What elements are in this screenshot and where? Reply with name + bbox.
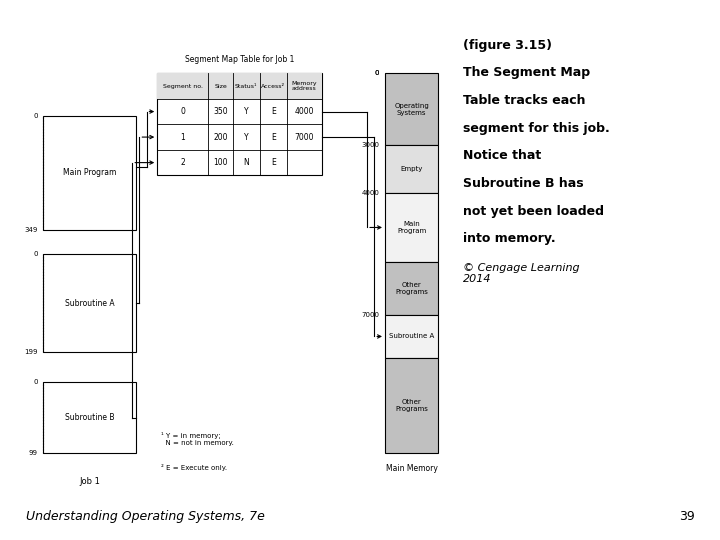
Text: 3000: 3000 <box>361 142 379 148</box>
Text: Subroutine A: Subroutine A <box>389 334 434 340</box>
Text: Empty: Empty <box>400 166 423 172</box>
Text: 0: 0 <box>33 113 37 119</box>
Text: 4000: 4000 <box>361 190 379 196</box>
Text: not yet been loaded: not yet been loaded <box>463 205 604 218</box>
Text: 39: 39 <box>679 510 695 523</box>
Text: 100: 100 <box>213 158 228 167</box>
Bar <box>385 357 438 454</box>
Text: Subroutine A: Subroutine A <box>65 299 114 308</box>
Text: © Cengage Learning
2014: © Cengage Learning 2014 <box>463 262 580 284</box>
Bar <box>385 262 438 315</box>
Text: Y: Y <box>244 107 248 116</box>
Text: ² E = Execute only.: ² E = Execute only. <box>161 464 227 471</box>
Text: 99: 99 <box>29 450 37 456</box>
Text: segment for this job.: segment for this job. <box>463 122 610 134</box>
Text: 0: 0 <box>374 70 379 76</box>
Text: Subroutine B: Subroutine B <box>65 413 114 422</box>
Text: E: E <box>271 107 276 116</box>
Text: Memory
address: Memory address <box>292 80 318 91</box>
Text: 2: 2 <box>181 158 185 167</box>
Bar <box>43 254 136 353</box>
Bar <box>385 315 438 357</box>
Bar <box>43 382 136 454</box>
Text: 200: 200 <box>213 133 228 141</box>
Bar <box>157 73 323 99</box>
Text: into memory.: into memory. <box>463 232 556 245</box>
Bar <box>43 116 136 230</box>
Text: N: N <box>243 158 249 167</box>
Text: 349: 349 <box>24 227 37 233</box>
Text: 350: 350 <box>213 107 228 116</box>
Bar <box>385 193 438 262</box>
Text: Access²: Access² <box>261 84 285 89</box>
Text: Operating
Systems: Operating Systems <box>395 103 429 116</box>
Text: Y: Y <box>244 133 248 141</box>
Text: 4000: 4000 <box>294 107 314 116</box>
Text: Subroutine B has: Subroutine B has <box>463 177 584 190</box>
Text: Status¹: Status¹ <box>235 84 257 89</box>
Text: (figure 3.15): (figure 3.15) <box>463 39 552 52</box>
Bar <box>157 73 323 176</box>
Text: 7000: 7000 <box>361 312 379 318</box>
Text: Table tracks each: Table tracks each <box>463 94 585 107</box>
Text: Other
Programs: Other Programs <box>395 399 428 412</box>
Text: Main Program: Main Program <box>63 168 116 178</box>
Text: 0: 0 <box>33 379 37 385</box>
Text: E: E <box>271 158 276 167</box>
Text: 1: 1 <box>181 133 185 141</box>
Text: 0: 0 <box>33 252 37 258</box>
Text: 0: 0 <box>374 70 379 76</box>
Text: 0: 0 <box>180 107 185 116</box>
Text: Job 1: Job 1 <box>79 477 100 487</box>
Text: Understanding Operating Systems, 7e: Understanding Operating Systems, 7e <box>25 510 264 523</box>
Text: ¹ Y = in memory;
  N = not in memory.: ¹ Y = in memory; N = not in memory. <box>161 432 233 446</box>
Text: Segment Map Table for Job 1: Segment Map Table for Job 1 <box>185 55 294 64</box>
Text: Main Memory: Main Memory <box>386 464 438 473</box>
Text: Size: Size <box>214 84 227 89</box>
Text: 7000: 7000 <box>294 133 314 141</box>
Text: E: E <box>271 133 276 141</box>
Text: 199: 199 <box>24 349 37 355</box>
Text: Segment no.: Segment no. <box>163 84 203 89</box>
Text: Other
Programs: Other Programs <box>395 282 428 295</box>
Text: Main
Program: Main Program <box>397 221 426 234</box>
Text: The Segment Map: The Segment Map <box>463 66 590 79</box>
Text: Notice that: Notice that <box>463 150 541 163</box>
Bar <box>385 145 438 193</box>
Bar <box>385 73 438 145</box>
